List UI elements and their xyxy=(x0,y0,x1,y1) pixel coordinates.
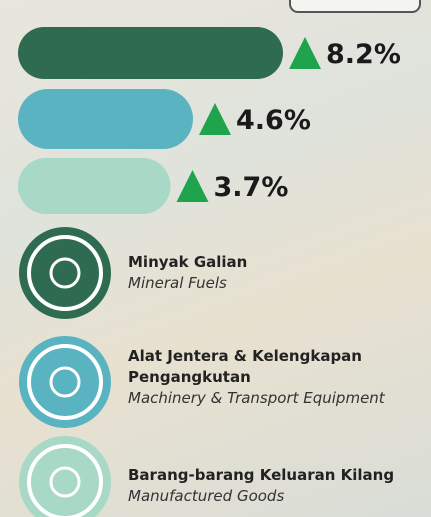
up-arrow xyxy=(177,170,209,202)
up-arrow xyxy=(199,103,231,135)
category-name-en: Machinery & Transport Equipment xyxy=(128,388,423,409)
category-name: Barang-barang Keluaran Kilang xyxy=(128,465,423,486)
category-name: Alat Jentera & Kelengkapan Pengangkutan xyxy=(128,346,423,388)
value-label: 8.2% xyxy=(326,39,401,70)
bar xyxy=(18,158,171,214)
bar xyxy=(18,27,283,79)
value-label: 4.6% xyxy=(236,105,311,136)
icon-ring xyxy=(19,336,111,428)
bar xyxy=(18,89,193,149)
category-name: Minyak Galian xyxy=(128,252,423,273)
category-name-en: Mineral Fuels xyxy=(128,273,423,294)
icon-ring xyxy=(19,227,111,319)
value-label: 3.7% xyxy=(214,172,289,203)
infographic: 8.2% 4.6% 3.7% Minyak GalianMineral Fuels A… xyxy=(0,0,431,517)
top-box xyxy=(290,0,420,12)
up-arrow xyxy=(289,37,321,69)
icon-ring xyxy=(19,436,111,517)
category-name-en: Manufactured Goods xyxy=(128,486,423,507)
